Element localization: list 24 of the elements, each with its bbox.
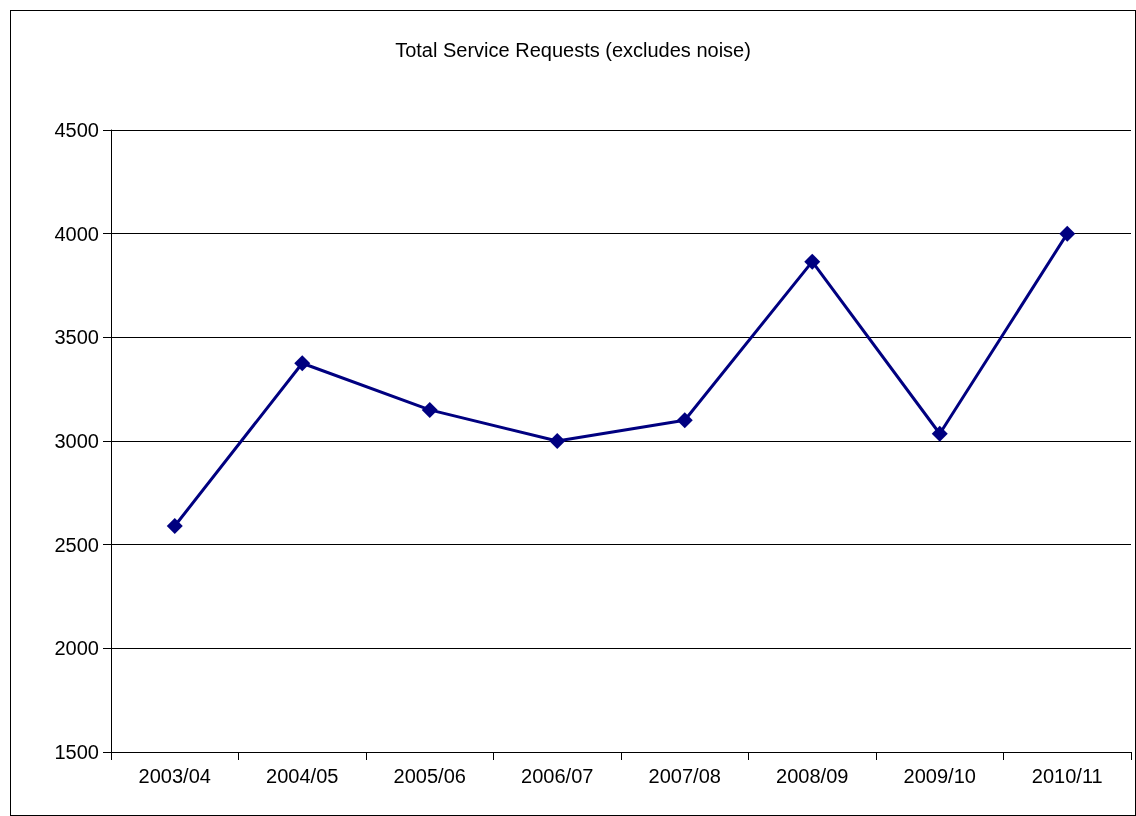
y-tick-label: 2000: [54, 637, 99, 660]
point: [166, 518, 183, 535]
point: [676, 412, 693, 429]
point: [421, 401, 438, 418]
x-tick-label: 2007/08: [648, 765, 721, 787]
chart-title: Total Service Requests (excludes noise): [395, 39, 751, 61]
x-tick-label: 2008/09: [776, 765, 849, 787]
point: [294, 355, 311, 372]
point: [1059, 225, 1076, 242]
x-tick-label: 2004/05: [266, 765, 339, 787]
point: [931, 425, 948, 442]
y-tick-label: 2500: [54, 533, 99, 556]
y-tick-label: 3500: [54, 326, 99, 349]
y-tick-label: 4500: [54, 119, 99, 141]
y-tick-label: 4000: [54, 222, 99, 245]
x-tick-label: 2006/07: [521, 765, 594, 787]
x-tick-label: 2009/10: [903, 765, 976, 787]
point: [549, 433, 566, 449]
y-tick-label: 3000: [54, 430, 99, 452]
point: [804, 253, 821, 270]
x-tick-label: 2010/11: [1031, 765, 1103, 787]
y-tick-label: 1500: [54, 741, 99, 763]
x-tick-label: 2005/06: [393, 765, 466, 787]
x-tick-label: 2003/04: [138, 765, 211, 787]
